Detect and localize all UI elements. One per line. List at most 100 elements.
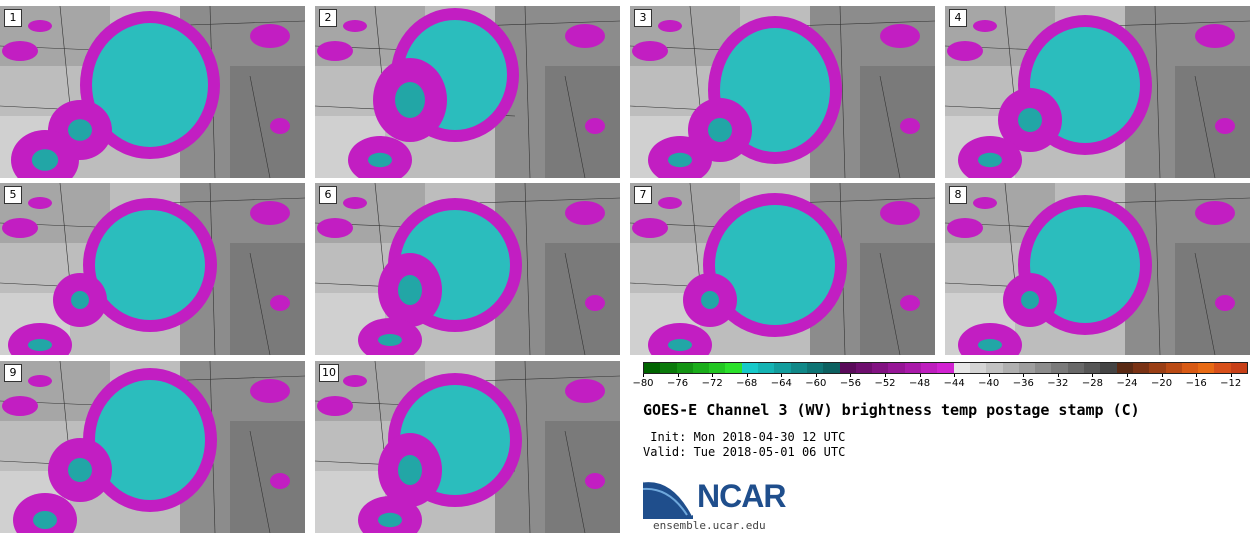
colorbar-segment [676, 363, 693, 373]
colorbar-segment [1002, 363, 1019, 373]
colorbar-segment [1165, 363, 1182, 373]
colorbar-segment [644, 363, 661, 373]
moisture-patch [317, 396, 353, 416]
moisture-patch [28, 20, 52, 32]
moisture-patch [28, 197, 52, 209]
panel-map-3 [630, 6, 935, 178]
moisture-patch [973, 20, 997, 32]
moisture-patch [947, 218, 983, 238]
moisture-patch [2, 396, 38, 416]
colorbar-tick-label: −12 [1216, 374, 1246, 389]
panel-map-2 [315, 6, 620, 178]
colorbar-tick-label: −76 [663, 374, 693, 389]
colorbar-segment [823, 363, 840, 373]
colorbar-segment [692, 363, 710, 373]
colorbar-segment [921, 363, 938, 373]
colorbar [643, 362, 1248, 374]
moisture-patch [632, 218, 668, 238]
boundary-line [1104, 20, 1250, 27]
colorbar-segment [937, 363, 954, 373]
cold-cloud-core [95, 380, 205, 500]
background-band [1175, 66, 1250, 178]
ncar-logo-icon [643, 479, 695, 519]
cold-cloud-core [378, 512, 402, 528]
boundary-line [789, 20, 935, 27]
colorbar-tick-label: −32 [1043, 374, 1073, 389]
panel-label: 4 [949, 9, 967, 27]
moisture-patch [343, 20, 367, 32]
cold-cloud-core [978, 152, 1002, 168]
moisture-patch [947, 41, 983, 61]
background-band [545, 243, 620, 355]
panel-map-5 [0, 183, 305, 355]
moisture-patch [565, 201, 605, 225]
cold-cloud-core [1030, 207, 1140, 323]
moisture-patch [270, 118, 290, 134]
colorbar-segment [709, 363, 726, 373]
panel-label: 6 [319, 186, 337, 204]
moisture-patch [658, 197, 682, 209]
moisture-patch [1195, 24, 1235, 48]
panel-map-1 [0, 6, 305, 178]
colorbar-segment [1084, 363, 1101, 373]
cold-cloud-core [95, 210, 205, 320]
cold-cloud-core [668, 339, 692, 351]
moisture-patch [565, 379, 605, 403]
moisture-patch [343, 197, 367, 209]
boundary-line [1154, 183, 1161, 355]
cold-cloud-core [701, 291, 719, 309]
colorbar-tick-label: −56 [835, 374, 865, 389]
cold-cloud-core [92, 23, 208, 147]
moisture-patch [900, 118, 920, 134]
panel-4: 4 [945, 6, 1250, 178]
colorbar-tick-label: −52 [870, 374, 900, 389]
colorbar-segment [872, 363, 889, 373]
moisture-patch [585, 473, 605, 489]
moisture-patch [1215, 118, 1235, 134]
moisture-patch [973, 197, 997, 209]
moisture-patch [880, 201, 920, 225]
panel-7: 7 [630, 183, 935, 355]
cold-cloud-core [68, 458, 92, 482]
panel-label: 9 [4, 364, 22, 382]
cold-cloud-core [715, 205, 835, 325]
colorbar-segment [1181, 363, 1199, 373]
boundary-line [159, 197, 305, 204]
colorbar-tick-label: −80 [628, 374, 658, 389]
moisture-patch [585, 295, 605, 311]
moisture-patch [565, 24, 605, 48]
cold-cloud-core [28, 339, 52, 351]
moisture-patch [2, 218, 38, 238]
panel-label: 7 [634, 186, 652, 204]
background-band [860, 243, 935, 355]
moisture-patch [317, 41, 353, 61]
boundary-line [789, 197, 935, 204]
cold-cloud-core [368, 152, 392, 168]
boundary-line [474, 197, 620, 204]
cold-cloud-core [1018, 108, 1042, 132]
panel-9: 9 [0, 361, 305, 533]
moisture-patch [658, 20, 682, 32]
boundary-line [249, 430, 271, 533]
moisture-patch [270, 295, 290, 311]
colorbar-segment [1116, 363, 1133, 373]
ncar-url: ensemble.ucar.edu [653, 519, 766, 532]
panel-3: 3 [630, 6, 935, 178]
colorbar-segment [888, 363, 905, 373]
panel-5: 5 [0, 183, 305, 355]
boundary-line [59, 183, 71, 284]
colorbar-tick-label: −48 [905, 374, 935, 389]
colorbar-tick-label: −36 [1008, 374, 1038, 389]
moisture-patch [880, 24, 920, 48]
colorbar-segment [741, 363, 759, 373]
cold-cloud-core [668, 152, 692, 168]
background-band [545, 66, 620, 178]
boundary-line [1004, 6, 1016, 107]
cold-cloud-core [33, 511, 57, 529]
ncar-logo-text: NCAR [697, 478, 786, 514]
boundary-line [1154, 6, 1161, 178]
moisture-patch [343, 375, 367, 387]
moisture-patch [317, 218, 353, 238]
panel-2: 2 [315, 6, 620, 178]
